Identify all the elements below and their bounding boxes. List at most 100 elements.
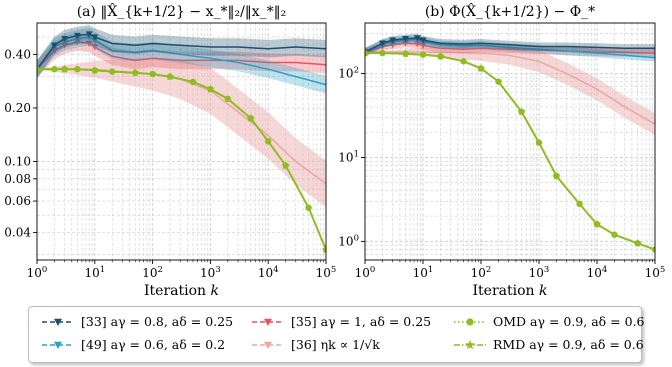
x-tick-b-1: 101 xyxy=(413,265,434,280)
panel-b-chart: 100 101 102 103 104 105 100 101 102 Iteration k (b… xyxy=(338,2,665,299)
x-tick-b-3: 103 xyxy=(529,265,550,280)
x-tick-b-4: 104 xyxy=(587,265,608,280)
band-a-s49 xyxy=(37,28,326,94)
chart-title-b: (b) Φ(X̂_{k+1/2}) − Φ_* xyxy=(425,2,595,20)
legend-label-omd: OMD aγ = 0.9, aδ = 0.6 xyxy=(493,314,645,329)
x-tick-a-2: 102 xyxy=(142,265,163,280)
point-b-s35-5 xyxy=(419,42,427,50)
legend-swatch-omd xyxy=(454,317,486,326)
y-tick-b-0: 100 xyxy=(338,233,359,248)
x-tick-a-3: 103 xyxy=(200,265,221,280)
y-tick-b-1: 101 xyxy=(338,149,359,164)
x-tick-a-0: 100 xyxy=(27,265,48,280)
point-a-rmd-16 xyxy=(321,245,326,254)
point-b-s33-3 xyxy=(402,35,409,43)
point-a-rmd-2 xyxy=(60,64,69,73)
point-a-s33-1 xyxy=(50,42,58,49)
point-b-s33-2 xyxy=(389,37,397,44)
series-b-rmd xyxy=(365,48,655,251)
legend-label-s36: [36] ηk ∝ 1/√k xyxy=(291,337,380,352)
x-tick-a-5: 105 xyxy=(316,265,337,280)
legend-entry-s35: [35] aγ = 1, aδ = 0.25 xyxy=(251,314,431,329)
point-a-s49-2 xyxy=(61,39,68,46)
band-b-s49 xyxy=(365,35,655,62)
point-b-s35-2 xyxy=(389,42,397,49)
legend-label-s33: [33] aγ = 0.8, aδ = 0.25 xyxy=(81,314,234,329)
point-b-rmd-4 xyxy=(436,51,445,60)
y-tick-a-0: 0.04 xyxy=(4,225,31,239)
band-b-s36 xyxy=(365,45,655,135)
x-tick-b-5: 105 xyxy=(645,265,666,280)
point-a-s49-5 xyxy=(91,37,99,44)
point-b-rmd-6 xyxy=(476,64,486,73)
point-a-s33-5 xyxy=(91,34,99,41)
point-b-rmd-2 xyxy=(401,49,410,58)
y-tick-a-5: 0.40 xyxy=(4,47,31,61)
axes-frame-b xyxy=(364,22,656,261)
x-axis-label-a: Iteration k xyxy=(144,283,219,299)
legend-marker-s36 xyxy=(264,341,272,349)
legend-entry-s36: [36] ηk ∝ 1/√k xyxy=(251,337,380,352)
point-b-rmd-10 xyxy=(552,171,561,180)
y-tick-a-4: 0.20 xyxy=(4,101,31,115)
band-a-s33 xyxy=(37,25,326,78)
x-tick-a-1: 101 xyxy=(84,265,105,280)
point-b-rmd-12 xyxy=(592,219,602,228)
legend-marker-s33 xyxy=(54,318,62,326)
y-tick-a-2: 0.08 xyxy=(4,172,31,186)
line-a-s33 xyxy=(37,33,326,70)
legend-label-s49: [49] aγ = 0.6, aδ = 0.2 xyxy=(81,337,226,352)
line-b-rmd xyxy=(365,52,655,251)
legend-marker-rmd xyxy=(465,339,475,349)
point-a-s35-2 xyxy=(61,42,68,49)
point-a-s33-3 xyxy=(74,32,81,39)
chart-title-a: (a) ‖X̂_{k+1/2} − x_*‖₂/‖x_*‖₂ xyxy=(77,2,287,20)
panel-a-chart: 100 101 102 103 104 105 0.04 0.06 0.08 0.10 0.20 0.… xyxy=(4,2,336,299)
point-a-rmd-10 xyxy=(206,84,215,93)
legend-swatch-s35 xyxy=(252,318,284,326)
point-b-s33-1 xyxy=(379,40,386,47)
point-a-s35-5 xyxy=(91,44,99,51)
line-a-s49 xyxy=(37,36,326,86)
legend-swatch-s33 xyxy=(42,318,74,326)
point-b-rmd-0 xyxy=(365,48,370,57)
band-a-s35 xyxy=(37,33,326,78)
legend-entry-rmd: RMD aγ = 0.9, aδ = 0.6 xyxy=(453,337,644,352)
line-b-s36 xyxy=(365,51,655,125)
x-tick-a-4: 104 xyxy=(258,265,279,280)
legend-entry-omd: OMD aγ = 0.9, aδ = 0.6 xyxy=(453,314,645,329)
y-tick-a-1: 0.06 xyxy=(4,194,31,208)
point-b-rmd-14 xyxy=(633,238,642,247)
y-tick-a-3: 0.10 xyxy=(4,155,31,169)
legend-marker-s35 xyxy=(264,318,272,326)
legend-label-rmd: RMD aγ = 0.9, aδ = 0.6 xyxy=(493,337,644,352)
x-tick-b-0: 100 xyxy=(355,265,376,280)
legend-swatch-s49 xyxy=(42,341,74,349)
legend: [33] aγ = 0.8, aδ = 0.25 [49] aγ = 0.6, … xyxy=(28,306,645,363)
legend-swatch-s36 xyxy=(252,341,284,349)
band-a-s36 xyxy=(37,57,326,207)
line-b-s33 xyxy=(365,37,655,53)
legend-entry-s33: [33] aγ = 0.8, aδ = 0.25 xyxy=(41,314,233,329)
series-b-s36 xyxy=(365,45,655,135)
line-a-s35 xyxy=(37,41,326,70)
point-a-rmd-4 xyxy=(90,65,99,74)
figure: 100 101 102 103 104 105 0.04 0.06 0.08 0.10 0.20 0.… xyxy=(4,2,665,299)
series-a-rmd xyxy=(37,64,326,254)
point-a-s33-4 xyxy=(85,31,93,38)
point-a-s33-2 xyxy=(61,35,68,43)
x-axis-label-b: Iteration k xyxy=(473,283,548,299)
point-b-s35-4 xyxy=(413,41,421,48)
point-a-rmd-14 xyxy=(281,161,290,170)
point-a-rmd-0 xyxy=(37,64,42,73)
series-b-s33 xyxy=(365,33,655,57)
series-b-omd xyxy=(365,49,655,253)
line-b-omd xyxy=(365,52,655,251)
point-a-s35-3 xyxy=(74,39,81,46)
axes-frame-a xyxy=(36,22,327,261)
legend-label-s35: [35] aγ = 1, aδ = 0.25 xyxy=(291,314,432,329)
legend-entry-s49: [49] aγ = 0.6, aδ = 0.2 xyxy=(41,337,225,352)
point-a-rmd-12 xyxy=(246,113,255,122)
point-a-rmd-6 xyxy=(131,68,140,77)
point-b-rmd-8 xyxy=(517,107,526,116)
